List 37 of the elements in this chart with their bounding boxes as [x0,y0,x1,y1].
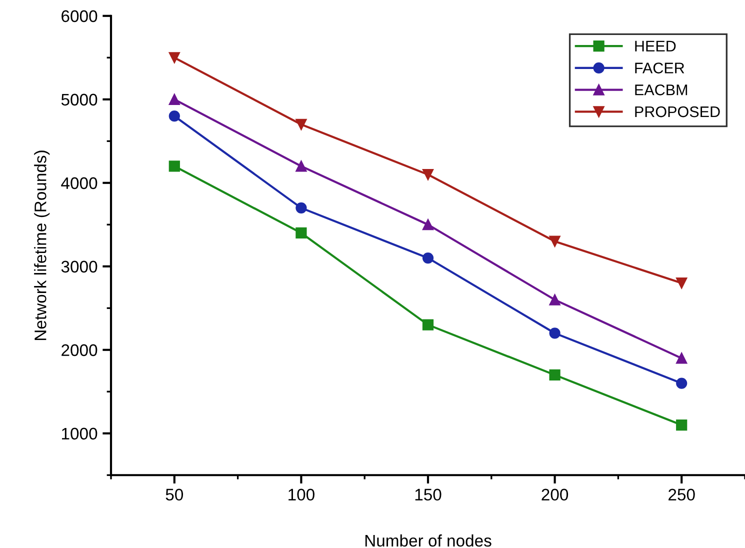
legend-label: FACER [635,62,684,74]
point [676,278,688,289]
point [422,219,434,230]
point [549,328,560,339]
point [676,352,688,364]
point [296,118,307,130]
point [422,319,434,330]
point [296,202,307,214]
point [422,168,434,180]
point [676,378,688,389]
point [168,110,180,122]
y-axis-title: Network lifetime (Rounds) [34,150,50,340]
point [168,52,180,64]
y-tick-label: 3000 [61,260,98,273]
point [296,160,307,172]
y-tick-label: 4000 [61,177,98,190]
x-tick-label: 100 [288,488,314,501]
point [549,236,560,247]
x-tick-label: 150 [415,488,442,501]
x-tick-label: 50 [166,488,184,501]
legend-label: PROPOSED [635,106,720,118]
legend-label: EACBM [635,84,688,96]
x-axis-title: Number of nodes [365,534,492,547]
y-tick-label: 2000 [62,344,98,356]
x-tick-label: 200 [542,488,568,501]
point [168,160,180,172]
point [168,94,180,105]
point [549,369,560,380]
legend-label: HEED [635,40,676,52]
y-tick-label: 1000 [62,428,98,440]
point [422,252,434,264]
y-tick-label: 5000 [61,94,98,106]
point [296,227,307,239]
point [549,294,560,306]
x-tick-label: 250 [668,488,695,501]
point [676,419,688,431]
y-tick-label: 6000 [62,10,98,22]
